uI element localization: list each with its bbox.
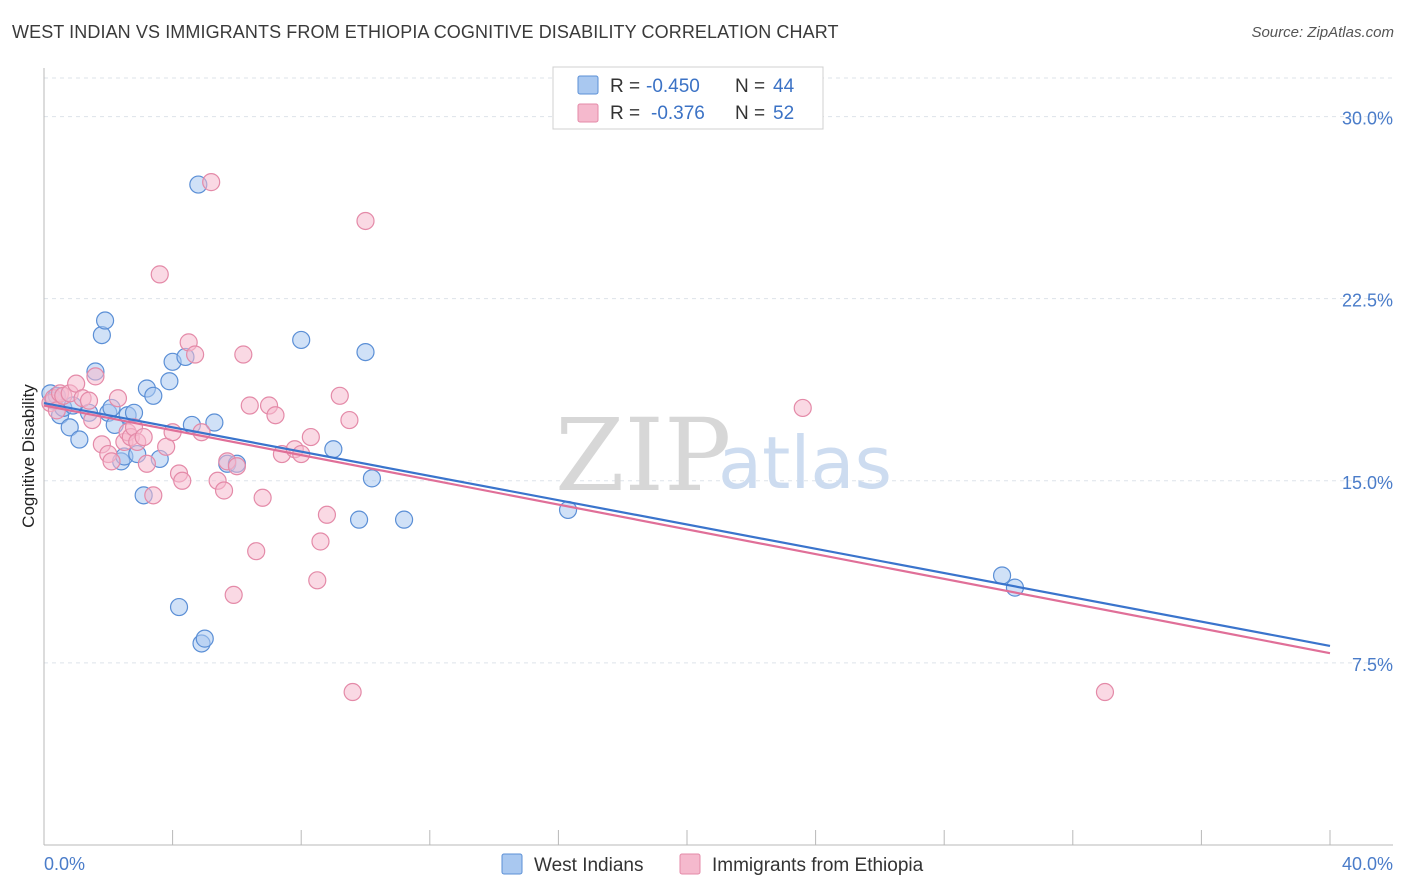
point-west-indians-7 [70, 430, 89, 449]
series-west-indians [41, 175, 1025, 653]
point-ethiopia-36 [227, 457, 246, 476]
x-tick-label-max: 40.0% [1342, 854, 1393, 874]
point-ethiopia-35 [224, 585, 243, 605]
watermark: ZIP atlas [555, 397, 892, 514]
point-ethiopia-20 [134, 427, 153, 447]
bottom-legend-swatch-pink [679, 853, 701, 875]
correlation-legend: R = -0.450 N = 44 R = -0.376 N = 52 [552, 66, 824, 130]
point-ethiopia-46 [301, 427, 320, 447]
point-ethiopia-13 [102, 452, 121, 471]
trend-line-west-indians [43, 402, 1331, 647]
point-ethiopia-55 [1095, 682, 1115, 702]
point-ethiopia-22 [144, 486, 163, 505]
x-tick-label-min: 0.0% [44, 854, 85, 874]
point-ethiopia-51 [340, 410, 359, 430]
y-tick-label-1: 15.0% [1342, 473, 1393, 493]
point-west-indians-22 [144, 386, 163, 405]
point-west-indians-31 [205, 413, 224, 432]
point-ethiopia-31 [202, 173, 221, 192]
point-ethiopia-50 [330, 386, 349, 405]
legend-n-label-1: N = [735, 76, 765, 97]
point-ethiopia-42 [266, 406, 285, 425]
watermark-zip: ZIP [555, 397, 731, 514]
legend-r-label-2: R = [610, 103, 640, 124]
legend-n-value-1: 44 [773, 76, 795, 97]
grid-lines [44, 77, 1393, 664]
point-ethiopia-10 [86, 367, 105, 386]
source-label: Source: ZipAtlas.com [1251, 24, 1394, 41]
point-ethiopia-27 [173, 471, 192, 490]
point-west-indians-40 [394, 510, 414, 529]
y-tick-label-0: 7.5% [1352, 655, 1393, 675]
bottom-legend-label-west-indians: West Indians [534, 855, 643, 876]
y-tick-label-3: 30.0% [1342, 109, 1393, 129]
bottom-legend-swatch-blue [501, 853, 523, 875]
point-west-indians-37 [349, 510, 369, 529]
point-ethiopia-21 [137, 454, 156, 473]
point-ethiopia-52 [343, 682, 362, 702]
point-ethiopia-38 [240, 396, 259, 415]
bottom-legend-label-ethiopia: Immigrants from Ethiopia [712, 855, 924, 876]
point-ethiopia-8 [79, 391, 99, 410]
series-legend: West Indians Immigrants from Ethiopia [501, 853, 924, 876]
point-west-indians-38 [356, 342, 375, 362]
point-ethiopia-23 [150, 265, 169, 284]
y-axis-tick-labels: 7.5% 15.0% 22.5% 30.0% [1342, 109, 1393, 675]
point-west-indians-30 [195, 629, 214, 648]
point-ethiopia-33 [214, 481, 234, 500]
point-ethiopia-53 [356, 211, 375, 231]
legend-swatch-blue [577, 75, 599, 95]
chart-title: WEST INDIAN VS IMMIGRANTS FROM ETHIOPIA … [12, 22, 839, 42]
trend-line-ethiopia [43, 404, 1331, 655]
point-west-indians-5 [60, 418, 79, 437]
trend-lines [43, 402, 1331, 655]
point-ethiopia-37 [234, 345, 253, 364]
legend-n-value-2: 52 [773, 103, 794, 124]
point-ethiopia-49 [317, 505, 337, 524]
point-ethiopia-48 [308, 571, 327, 590]
point-west-indians-36 [324, 440, 343, 459]
point-west-indians-35 [292, 330, 311, 350]
legend-r-value-2: -0.376 [651, 103, 705, 124]
point-ethiopia-40 [253, 488, 272, 507]
point-ethiopia-47 [311, 532, 330, 551]
watermark-atlas: atlas [718, 421, 892, 505]
point-ethiopia-14 [108, 389, 128, 408]
point-ethiopia-54 [793, 398, 812, 418]
x-axis-ticks [43, 830, 1331, 845]
point-ethiopia-29 [186, 345, 205, 364]
y-tick-label-2: 22.5% [1342, 291, 1393, 311]
point-west-indians-42 [992, 566, 1012, 585]
legend-r-value-1: -0.450 [646, 76, 700, 97]
legend-n-label-2: N = [735, 103, 765, 124]
point-west-indians-34 [169, 597, 189, 617]
y-axis-label: Cognitive Disability [19, 384, 38, 528]
point-ethiopia-39 [247, 542, 266, 561]
legend-r-label-1: R = [610, 76, 640, 97]
point-west-indians-11 [95, 311, 115, 330]
point-west-indians-24 [160, 372, 179, 391]
legend-swatch-pink [577, 103, 599, 123]
point-west-indians-39 [362, 469, 382, 488]
